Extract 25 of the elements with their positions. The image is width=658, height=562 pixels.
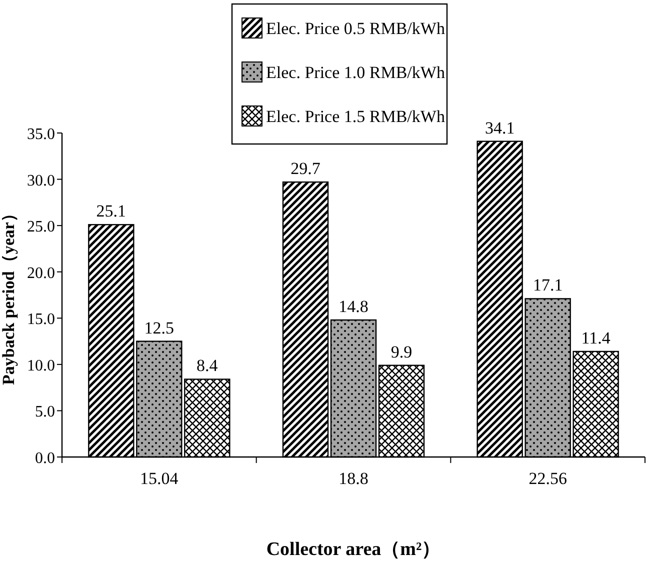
x-tick-label: 18.8 (338, 469, 368, 488)
y-tick-label: 10.0 (27, 357, 55, 374)
y-tick-label: 15.0 (27, 311, 55, 328)
legend-label: Elec. Price 1.0 RMB/kWh (266, 63, 446, 82)
legend-label: Elec. Price 1.5 RMB/kWh (266, 107, 446, 126)
data-label: 9.9 (390, 342, 412, 362)
data-label: 29.7 (290, 159, 321, 178)
data-label: 17.1 (532, 276, 563, 295)
legend-label: Elec. Price 0.5 RMB/kWh (266, 19, 446, 38)
data-label: 25.1 (96, 202, 126, 221)
data-label: 14.8 (338, 296, 368, 316)
x-axis-title: Collector area（m²） (266, 539, 441, 560)
x-tick-label: 22.56 (528, 469, 567, 488)
x-tick-label: 15.04 (140, 469, 179, 488)
y-tick-label: 25.0 (27, 218, 55, 236)
y-tick-label: 20.0 (27, 264, 55, 282)
y-tick-label: 5.0 (35, 404, 55, 421)
data-label: 12.5 (144, 318, 174, 338)
y-axis-title: Payback period（year） (0, 205, 18, 385)
y-tick-label: 35.0 (27, 126, 55, 143)
y-tick-label: 0.0 (35, 450, 55, 467)
data-label: 11.4 (581, 328, 611, 348)
y-tick-label: 30.0 (27, 172, 55, 190)
data-label: 34.1 (484, 118, 515, 138)
data-label: 8.4 (196, 356, 218, 376)
